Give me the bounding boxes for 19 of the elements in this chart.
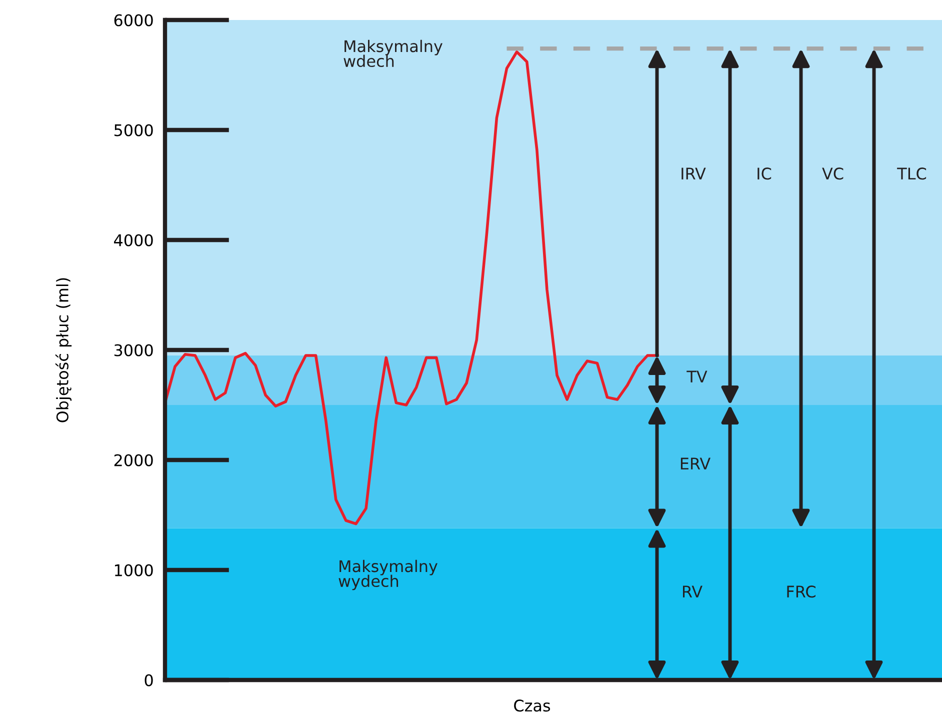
annotation: TV [686,370,708,382]
x-axis-title: Czas [514,700,550,712]
annotation: IRV [682,168,706,180]
annotation: FRC [787,586,816,598]
y-tick-label: 4000 [114,234,153,246]
y-axis-title: Objętość płuc (ml) [55,278,72,422]
y-tick-label: 1000 [114,564,153,576]
annotation: Maksymalny wdech [344,40,442,68]
annotation: ERV [680,458,710,470]
annotation: TLC [897,168,926,180]
annotation: IC [758,168,772,180]
y-tick-label: 6000 [114,14,153,26]
y-tick-label: 3000 [114,344,153,356]
annotation: VC [822,168,844,180]
y-tick-label: 2000 [114,454,153,466]
y-tick-label: 0 [144,674,153,686]
annotation: Maksymalny wydech [338,560,438,590]
y-tick-label: 5000 [114,124,153,136]
annotation: RV [682,586,702,598]
